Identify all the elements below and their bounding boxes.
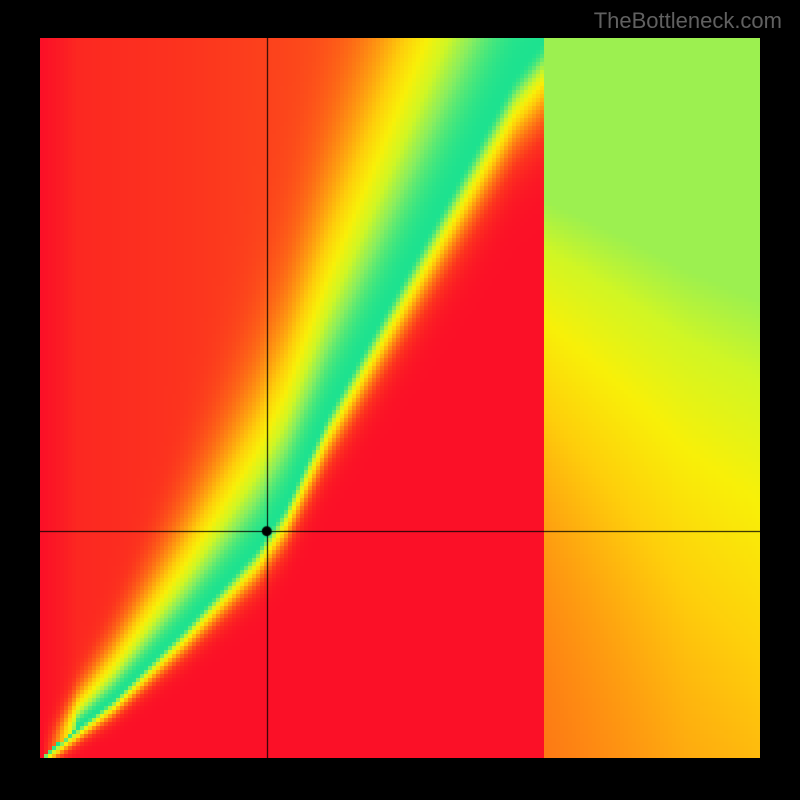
chart-container: TheBottleneck.com <box>0 0 800 800</box>
crosshair-overlay <box>40 38 760 758</box>
watermark-text: TheBottleneck.com <box>594 8 782 34</box>
